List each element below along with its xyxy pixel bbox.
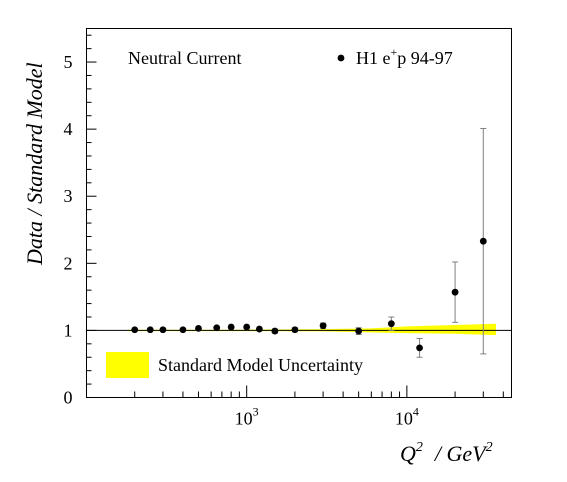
x-tick-label: 104	[395, 405, 419, 429]
x-tick-label-base: 10	[235, 409, 253, 429]
y-tick-label: 4	[64, 119, 73, 139]
y-tick-label: 2	[64, 253, 73, 273]
data-point	[255, 325, 263, 333]
x-tick-label-exp: 3	[253, 405, 259, 419]
data-point	[213, 324, 221, 332]
ticks-layer	[86, 34, 504, 398]
y-tick-labels: 0 1 2 3 4 5	[64, 52, 73, 407]
uncertainty-band-layer	[127, 323, 496, 336]
x-axis-title: Q2/ GeV2	[400, 440, 493, 466]
data-point	[243, 323, 251, 331]
data-point	[355, 327, 363, 335]
data-point	[479, 237, 487, 245]
plot-frame	[86, 28, 512, 398]
x-tick-labels: 103 104	[235, 405, 419, 429]
dataset-label-sup: +	[391, 45, 398, 59]
data-point	[451, 288, 459, 296]
data-point	[227, 323, 235, 331]
dataset-label: H1 e+p 94-97	[356, 45, 453, 68]
y-tick-label: 1	[64, 320, 73, 340]
x-axis-title-main: Q	[400, 441, 416, 466]
data-point	[271, 327, 279, 335]
y-tick-label: 3	[64, 186, 73, 206]
band-legend-label: Standard Model Uncertainty	[158, 355, 363, 375]
process-label: Neutral Current	[128, 48, 241, 68]
x-axis-title-unit-sup: 2	[486, 440, 493, 455]
data-point	[387, 320, 395, 328]
band-legend-swatch	[106, 352, 149, 378]
uncertainty-band	[127, 323, 496, 336]
data-point	[319, 322, 327, 330]
x-tick-label-base: 10	[395, 409, 413, 429]
y-tick-label: 0	[64, 388, 73, 408]
data-point	[131, 326, 139, 334]
data-point	[179, 326, 187, 334]
x-tick-label: 103	[235, 405, 259, 429]
dataset-label-prefix: H1 e	[356, 48, 391, 68]
data-points-layer	[131, 237, 487, 352]
data-point	[159, 326, 167, 334]
error-bar-layer	[271, 127, 487, 358]
y-axis-title: Data / Standard Model	[22, 62, 47, 266]
data-point	[146, 326, 154, 334]
x-axis-title-sup: 2	[416, 440, 423, 455]
x-tick-label-exp: 4	[413, 405, 419, 419]
dataset-label-suffix: p 94-97	[397, 48, 453, 68]
data-point	[195, 324, 202, 332]
x-axis-title-unit: / GeV	[433, 441, 488, 466]
data-point	[416, 344, 423, 352]
data-point	[291, 326, 299, 334]
y-tick-label: 5	[64, 52, 73, 72]
legend-data-marker	[337, 54, 345, 62]
